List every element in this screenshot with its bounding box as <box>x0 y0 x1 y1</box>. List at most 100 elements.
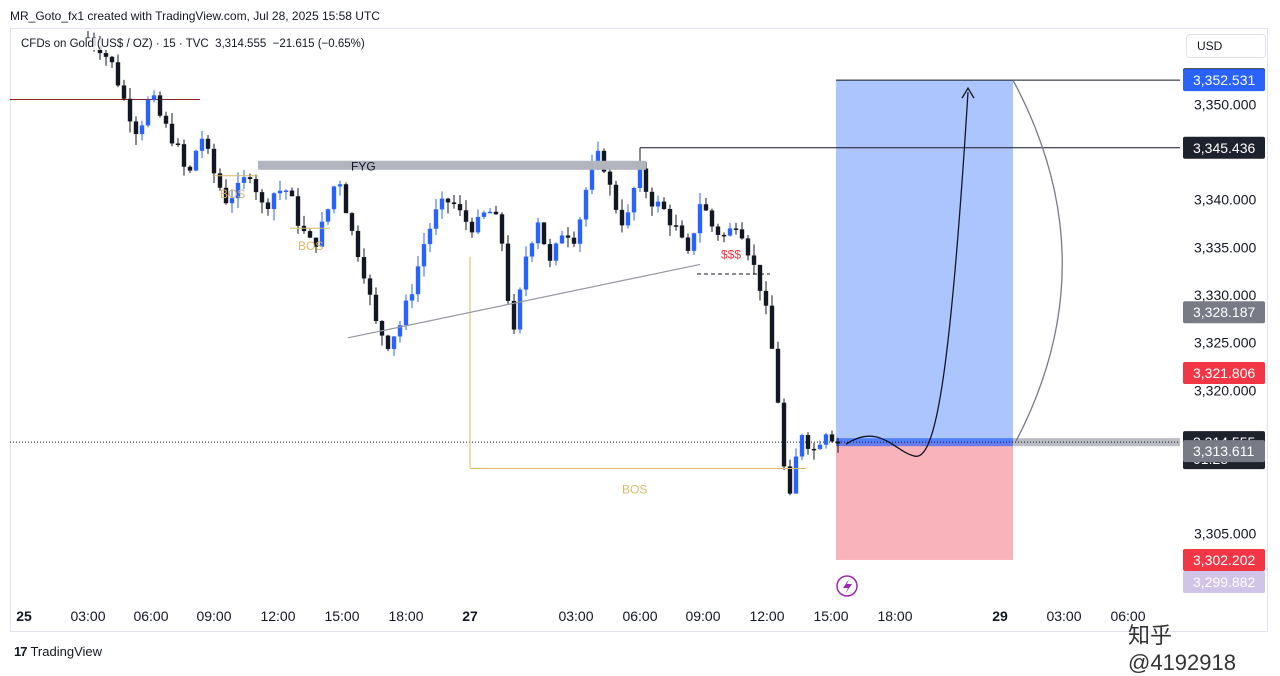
candle-body <box>535 222 541 244</box>
trendline <box>347 263 701 339</box>
candle-body <box>625 212 631 226</box>
chart-credit-text: MR_Goto_fx1 created with TradingView.com… <box>10 9 380 23</box>
candle-body <box>637 168 643 189</box>
candle-body <box>823 434 829 445</box>
price-label-text: 3,299.882 <box>1193 574 1255 590</box>
candle-body <box>391 336 397 349</box>
price-label-box <box>1183 548 1265 571</box>
candle-body <box>727 228 733 236</box>
candle-body <box>181 144 187 167</box>
time-tick-label: 15:00 <box>324 608 359 624</box>
candle-body <box>619 209 625 226</box>
candle-body <box>175 143 181 145</box>
fvg-band <box>258 160 646 170</box>
candle-body <box>193 150 199 171</box>
candle-body <box>667 208 673 226</box>
candle-body <box>271 193 277 210</box>
symbol-interval: 15 <box>162 38 176 50</box>
time-tick-label: 27 <box>462 608 478 624</box>
candle-body <box>565 235 571 238</box>
candle-body <box>517 289 523 330</box>
candle-body <box>697 204 703 234</box>
candle-body <box>241 177 247 183</box>
candle-body <box>319 221 325 247</box>
candle-body <box>733 228 739 230</box>
entry-band <box>836 438 1013 447</box>
bos-label: BOS <box>298 239 323 253</box>
candlesticks <box>85 31 841 496</box>
tradingview-logo-text: TradingView <box>30 644 103 659</box>
symbol-info-bar[interactable]: CFDs on Gold (US$ / OZ) · 15 · TVC 3,314… <box>19 38 367 50</box>
candle-body <box>589 165 595 190</box>
candle-body <box>157 95 163 116</box>
price-tick-label: 3,335.000 <box>1194 239 1256 255</box>
candle-body <box>763 290 769 306</box>
lightning-icon <box>843 579 852 594</box>
candle-body <box>691 233 697 251</box>
time-tick-label: 15:00 <box>813 608 848 624</box>
bos-label: BOS <box>220 187 245 201</box>
candle-body <box>523 256 529 290</box>
candle-body <box>169 123 175 144</box>
tradingview-logo-icon: 17 <box>14 644 28 659</box>
projection-path <box>845 92 969 457</box>
candle-body <box>211 148 217 174</box>
candle-body <box>217 173 223 188</box>
tradingview-logo[interactable]: 17 TradingView <box>14 644 102 659</box>
candle-body <box>607 171 613 185</box>
candle-body <box>295 196 301 226</box>
price-tick-label: 3,305.000 <box>1194 525 1256 541</box>
candle-body <box>427 228 433 245</box>
candle-body <box>559 235 565 244</box>
currency-selector-button[interactable]: USD <box>1186 34 1266 58</box>
candle-body <box>421 244 427 267</box>
watermark-text: 知乎 @4192918 <box>1128 623 1236 675</box>
candle-body <box>703 204 709 211</box>
liquidity-label: $$$ <box>721 248 741 262</box>
candle-body <box>247 177 253 180</box>
candle-body <box>595 150 601 166</box>
candle-body <box>325 209 331 222</box>
candle-body <box>127 98 133 122</box>
time-tick-label: 12:00 <box>260 608 295 624</box>
candle-body <box>187 166 193 171</box>
time-tick-label: 06:00 <box>1110 608 1145 624</box>
candle-body <box>775 348 781 403</box>
candle-body <box>313 237 319 247</box>
price-label-box <box>1183 440 1265 463</box>
candle-body <box>199 138 205 151</box>
candle-body <box>811 448 817 451</box>
candle-body <box>631 188 637 213</box>
candle-body <box>133 121 139 135</box>
candle-body <box>643 168 649 192</box>
time-tick-label: 12:00 <box>749 608 784 624</box>
candle-body <box>409 294 415 301</box>
price-tick-label: 3,350.000 <box>1194 96 1256 112</box>
candle-body <box>235 182 241 199</box>
candle-body <box>355 230 361 258</box>
candle-body <box>547 244 553 261</box>
price-tick-label: 3,340.000 <box>1194 192 1256 208</box>
candle-body <box>337 184 343 187</box>
candle-body <box>685 237 691 251</box>
curve-arc <box>1012 79 1063 442</box>
time-tick-label: 03:00 <box>558 608 593 624</box>
candle-body <box>715 226 721 235</box>
symbol-last-price: 3,314.555 <box>215 38 267 50</box>
candle-body <box>787 466 793 494</box>
price-label-box <box>1183 301 1265 324</box>
time-tick-label: 25 <box>16 608 32 624</box>
candle-body <box>835 441 841 444</box>
candle-body <box>121 85 127 99</box>
candle-body <box>451 202 457 205</box>
candle-body <box>571 237 577 244</box>
price-label-text: 3,328.187 <box>1193 304 1255 320</box>
candle-body <box>361 257 367 279</box>
annotations: FYG BOS BOS BOS $$$ <box>214 79 1063 597</box>
candle-body <box>265 202 271 210</box>
stop-zone <box>836 442 1013 560</box>
price-tick-label: 3,325.000 <box>1194 335 1256 351</box>
candle-body <box>505 243 511 301</box>
candle-body <box>259 192 265 203</box>
